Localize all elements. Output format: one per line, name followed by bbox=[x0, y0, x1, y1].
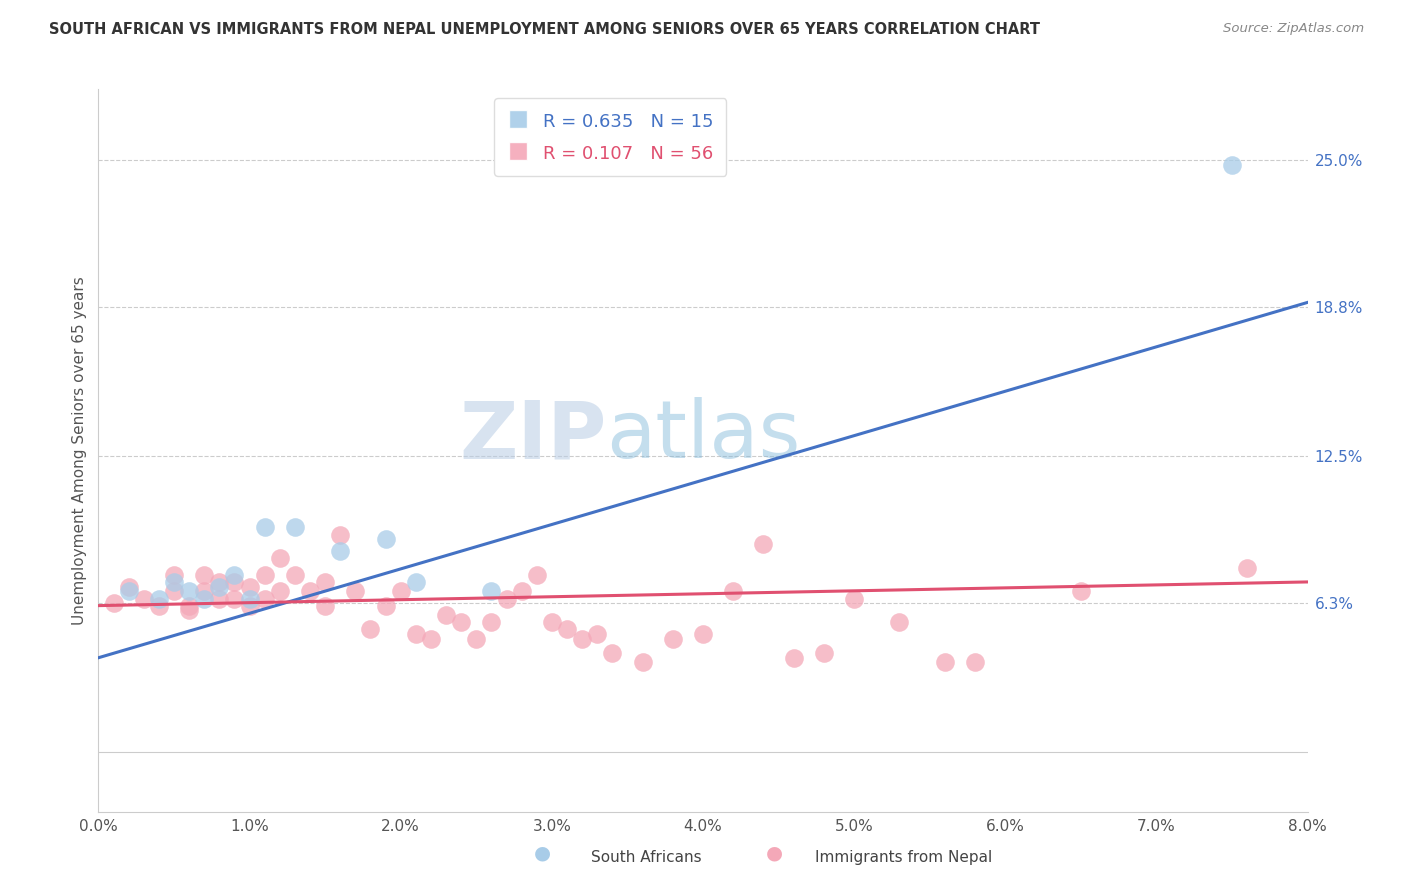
Point bbox=[934, 656, 956, 670]
Point bbox=[253, 520, 276, 534]
Point bbox=[179, 599, 201, 613]
Point bbox=[253, 591, 276, 606]
Point bbox=[239, 580, 262, 594]
Point bbox=[481, 615, 503, 630]
Point bbox=[783, 650, 806, 665]
Text: ●: ● bbox=[534, 844, 551, 863]
Point bbox=[193, 591, 215, 606]
Point bbox=[481, 584, 503, 599]
Point bbox=[163, 584, 186, 599]
Point bbox=[586, 627, 609, 641]
Point bbox=[965, 656, 987, 670]
Point bbox=[420, 632, 443, 646]
Point bbox=[299, 584, 322, 599]
Point bbox=[193, 584, 215, 599]
Point bbox=[239, 599, 262, 613]
Point bbox=[253, 567, 276, 582]
Point bbox=[118, 580, 141, 594]
Point bbox=[314, 599, 336, 613]
Legend: R = 0.635   N = 15, R = 0.107   N = 56: R = 0.635 N = 15, R = 0.107 N = 56 bbox=[495, 98, 727, 176]
Point bbox=[540, 615, 562, 630]
Point bbox=[344, 584, 367, 599]
Point bbox=[405, 574, 427, 589]
Point bbox=[284, 567, 307, 582]
Text: ●: ● bbox=[766, 844, 783, 863]
Point bbox=[723, 584, 745, 599]
Point bbox=[284, 520, 307, 534]
Point bbox=[374, 533, 396, 547]
Point bbox=[1236, 560, 1258, 574]
Point bbox=[374, 599, 396, 613]
Point bbox=[602, 646, 624, 660]
Point bbox=[269, 584, 291, 599]
Point bbox=[434, 608, 457, 623]
Point bbox=[495, 591, 517, 606]
Y-axis label: Unemployment Among Seniors over 65 years: Unemployment Among Seniors over 65 years bbox=[72, 277, 87, 624]
Text: ZIP: ZIP bbox=[458, 397, 606, 475]
Point bbox=[148, 599, 170, 613]
Point bbox=[224, 567, 246, 582]
Point bbox=[465, 632, 488, 646]
Point bbox=[179, 584, 201, 599]
Point bbox=[208, 574, 231, 589]
Point bbox=[269, 551, 291, 566]
Point bbox=[631, 656, 654, 670]
Point bbox=[1070, 584, 1092, 599]
Text: atlas: atlas bbox=[606, 397, 800, 475]
Text: Source: ZipAtlas.com: Source: ZipAtlas.com bbox=[1223, 22, 1364, 36]
Point bbox=[224, 591, 246, 606]
Point bbox=[405, 627, 427, 641]
Point bbox=[163, 567, 186, 582]
Point bbox=[329, 527, 352, 541]
Point bbox=[163, 574, 186, 589]
Point bbox=[526, 567, 548, 582]
Point bbox=[661, 632, 683, 646]
Text: Immigrants from Nepal: Immigrants from Nepal bbox=[815, 850, 993, 865]
Point bbox=[692, 627, 714, 641]
Point bbox=[193, 567, 215, 582]
Point bbox=[118, 584, 141, 599]
Point bbox=[889, 615, 911, 630]
Point bbox=[179, 603, 201, 617]
Point bbox=[813, 646, 835, 660]
Point bbox=[239, 591, 262, 606]
Point bbox=[314, 574, 336, 589]
Text: SOUTH AFRICAN VS IMMIGRANTS FROM NEPAL UNEMPLOYMENT AMONG SENIORS OVER 65 YEARS : SOUTH AFRICAN VS IMMIGRANTS FROM NEPAL U… bbox=[49, 22, 1040, 37]
Point bbox=[148, 591, 170, 606]
Point bbox=[103, 596, 125, 610]
Point bbox=[389, 584, 412, 599]
Point bbox=[132, 591, 155, 606]
Point bbox=[360, 623, 382, 637]
Point bbox=[450, 615, 472, 630]
Point bbox=[571, 632, 593, 646]
Point bbox=[329, 544, 352, 558]
Point bbox=[510, 584, 533, 599]
Point bbox=[752, 537, 775, 551]
Point bbox=[224, 574, 246, 589]
Point bbox=[844, 591, 866, 606]
Point bbox=[1220, 158, 1243, 172]
Point bbox=[555, 623, 578, 637]
Point bbox=[208, 591, 231, 606]
Text: South Africans: South Africans bbox=[591, 850, 702, 865]
Point bbox=[208, 580, 231, 594]
